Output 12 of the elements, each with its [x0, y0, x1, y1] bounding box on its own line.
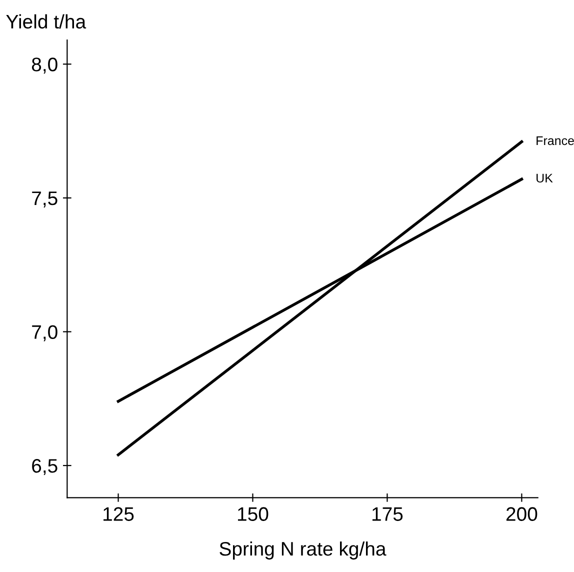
y-tick-label: 8,0 — [32, 58, 58, 74]
y-tick-label: 7,0 — [32, 325, 58, 342]
x-tick-label: 175 — [372, 507, 403, 521]
x-tick-label: 125 — [104, 507, 134, 521]
y-axis-title: Yield t/ha — [6, 14, 86, 29]
y-tick-label: 6,5 — [32, 458, 58, 476]
series-label: France — [536, 136, 574, 146]
x-tick-label: 150 — [238, 507, 268, 521]
series-label: UK — [536, 174, 553, 183]
x-axis-title: Spring N rate kg/ha — [220, 541, 386, 560]
x-tick-label: 200 — [506, 507, 538, 521]
y-tick-label: 7,5 — [32, 192, 58, 208]
